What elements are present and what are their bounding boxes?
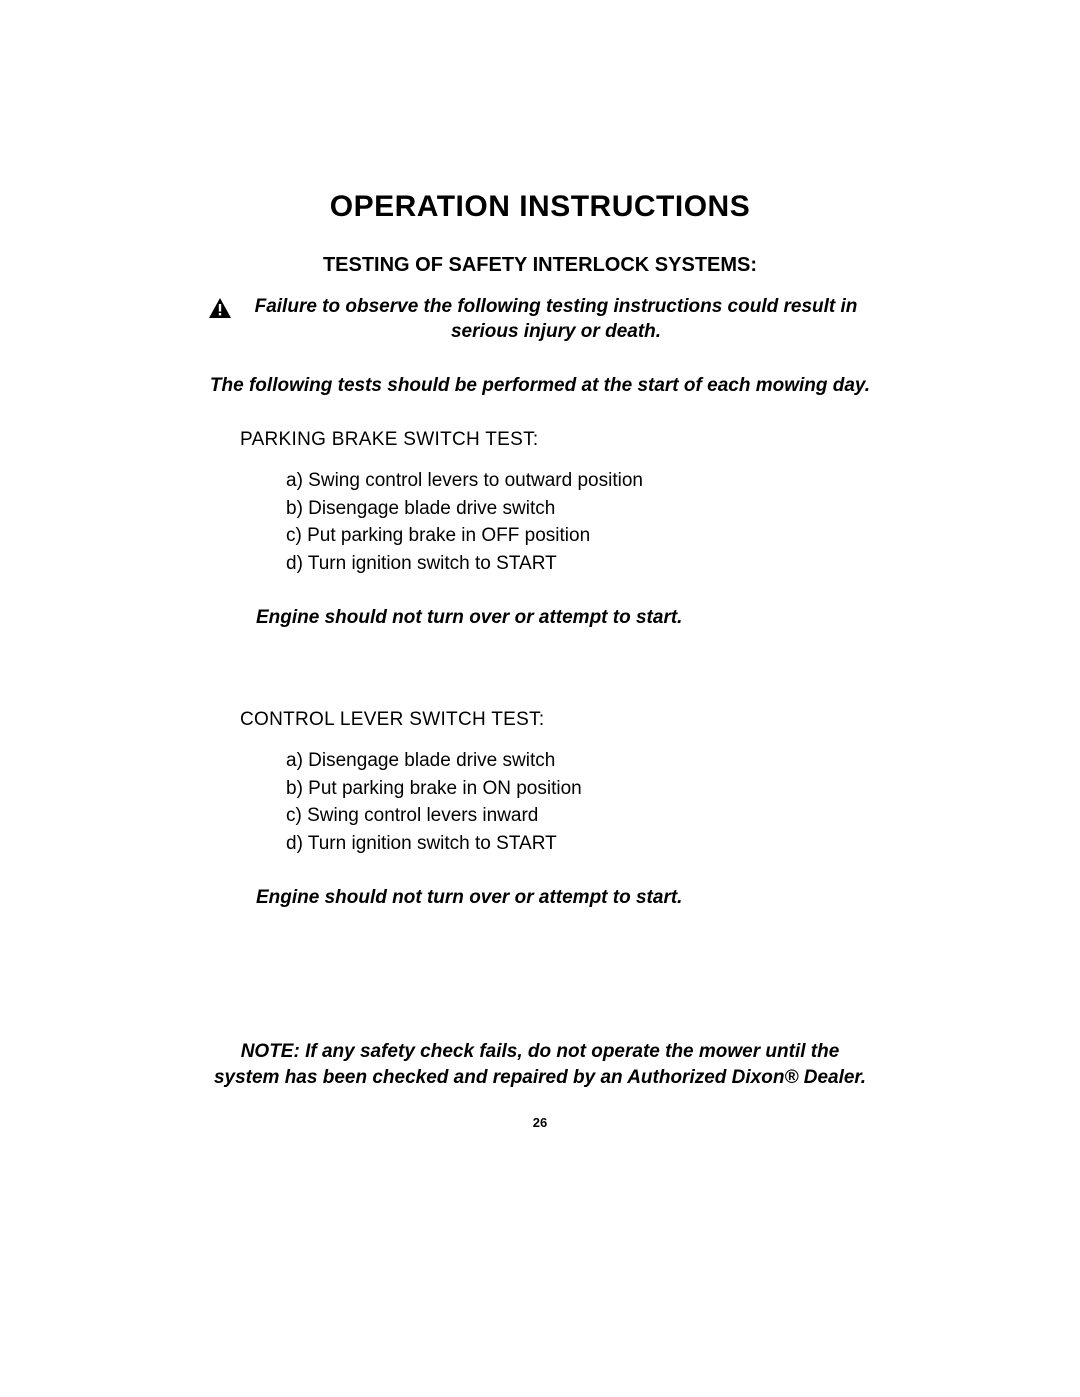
page-number: 26	[200, 1115, 880, 1130]
test1-step-c: c) Put parking brake in OFF position	[286, 522, 880, 550]
test2-step-b: b) Put parking brake in ON position	[286, 775, 880, 803]
test2-step-d: d) Turn ignition switch to START	[286, 830, 880, 858]
note-text: NOTE: If any safety check fails, do not …	[200, 1039, 880, 1090]
test2-heading: CONTROL LEVER SWITCH TEST:	[240, 709, 880, 731]
page-title: OPERATION INSTRUCTIONS	[200, 190, 880, 224]
warning-triangle-icon	[208, 297, 232, 324]
test1-step-a: a) Swing control levers to outward posit…	[286, 467, 880, 495]
warning-block: Failure to observe the following testing…	[200, 295, 880, 344]
test1-step-d: d) Turn ignition switch to START	[286, 550, 880, 578]
test1-result: Engine should not turn over or attempt t…	[256, 607, 880, 629]
test2-step-c: c) Swing control levers inward	[286, 802, 880, 830]
warning-text: Failure to observe the following testing…	[240, 295, 872, 344]
test2-steps: a) Disengage blade drive switch b) Put p…	[286, 747, 880, 857]
test2-result: Engine should not turn over or attempt t…	[256, 887, 880, 909]
intro-text: The following tests should be performed …	[200, 374, 880, 399]
test1-steps: a) Swing control levers to outward posit…	[286, 467, 880, 577]
section-title: TESTING OF SAFETY INTERLOCK SYSTEMS:	[200, 254, 880, 277]
test1-step-b: b) Disengage blade drive switch	[286, 495, 880, 523]
test1-heading: PARKING BRAKE SWITCH TEST:	[240, 429, 880, 451]
document-page: OPERATION INSTRUCTIONS TESTING OF SAFETY…	[0, 0, 1080, 1397]
test2-step-a: a) Disengage blade drive switch	[286, 747, 880, 775]
